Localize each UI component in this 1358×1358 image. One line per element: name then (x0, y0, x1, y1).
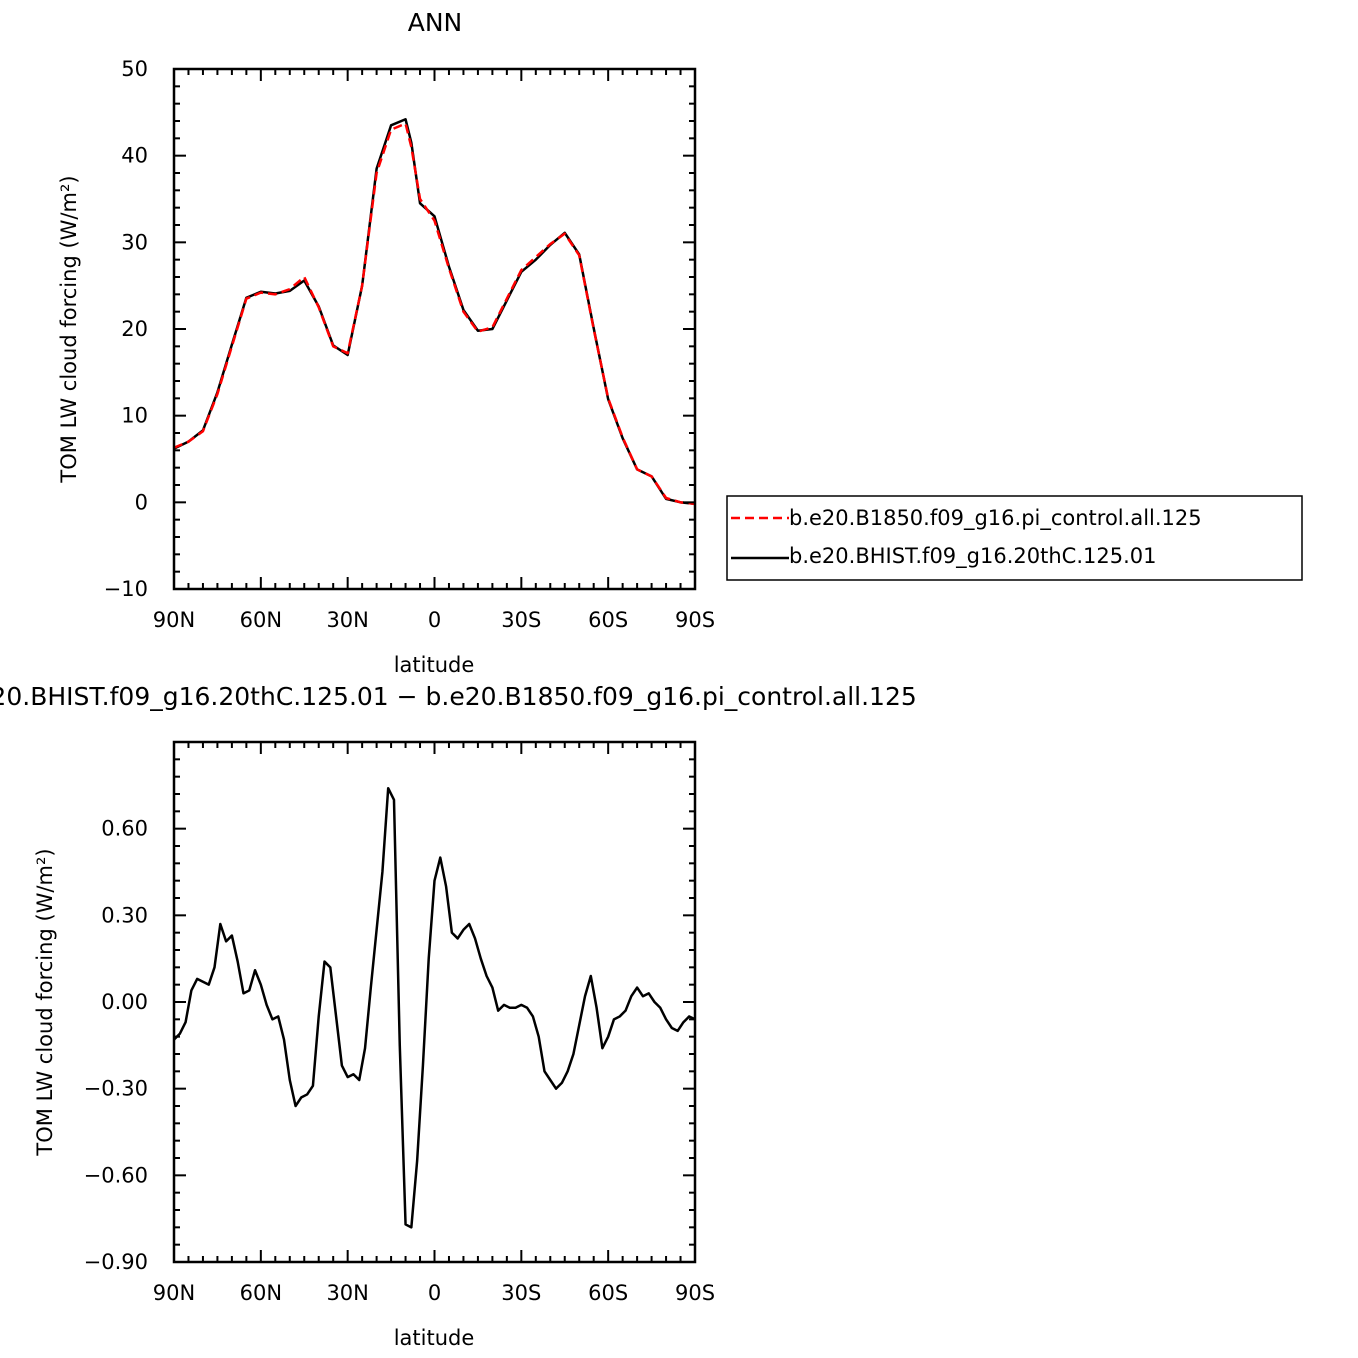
bottom-plot-frame (172, 740, 697, 1264)
top-ticks: 90N 60N 30N 0 30S 60S 90S −10 0 10 20 30 40 50 (104, 57, 715, 632)
legend: b.e20.B1850.f09_g16.pi_control.all.125 b… (726, 495, 1303, 581)
bottom-ytick-label: 0.30 (101, 903, 148, 927)
bottom-ytick-label: −0.30 (84, 1077, 148, 1101)
bottom-xtick-label: 90N (153, 1281, 195, 1305)
bottom-x-axis-label: latitude (394, 1326, 475, 1350)
bottom-xtick-label: 60S (588, 1281, 628, 1305)
top-ytick-label: −10 (104, 577, 148, 601)
top-y-axis-label: TOM LW cloud forcing (W/m²) (57, 175, 81, 483)
bottom-ytick-label: 0.60 (101, 817, 148, 841)
top-series-b-e20-b1850-f09-g16-pi-control-all-125 (174, 122, 695, 506)
top-xtick-label: 90S (675, 608, 715, 632)
bottom-series-line0 (174, 786, 695, 1229)
top-ytick-label: 40 (121, 144, 148, 168)
top-ytick-label: 10 (121, 404, 148, 428)
top-title: ANN (408, 8, 463, 37)
bottom-panel: b.e20.BHIST.f09_g16.20thC.125.01 − b.e20… (0, 682, 917, 1350)
bottom-y-axis-label: TOM LW cloud forcing (W/m²) (33, 848, 57, 1156)
bottom-xtick-label: 30N (326, 1281, 368, 1305)
legend-box (726, 495, 1303, 581)
bottom-data-lines (174, 786, 695, 1229)
top-xtick-label: 30S (501, 608, 541, 632)
top-xtick-label: 60S (588, 608, 628, 632)
bottom-ticks: 90N 60N 30N 0 30S 60S 90S −0.90 −0.60 −0.30 0.00 0.… (84, 741, 715, 1305)
bottom-ytick-label: 0.00 (101, 990, 148, 1014)
top-xtick-label: 30N (326, 608, 368, 632)
top-xtick-label: 0 (428, 608, 441, 632)
legend-label-hist: b.e20.BHIST.f09_g16.20thC.125.01 (789, 544, 1156, 569)
top-ytick-label: 0 (135, 490, 148, 514)
bottom-xtick-label: 0 (428, 1281, 441, 1305)
top-ytick-label: 50 (121, 57, 148, 81)
top-xtick-label: 60N (240, 608, 282, 632)
bottom-xtick-label: 30S (501, 1281, 541, 1305)
top-panel: ANN 90N 60N 30N 0 30S 60S 90S −10 0 10 20 30 40 50 la… (57, 8, 715, 677)
top-plot-frame (172, 67, 697, 591)
top-ytick-label: 20 (121, 317, 148, 341)
legend-label-pi-control: b.e20.B1850.f09_g16.pi_control.all.125 (789, 506, 1202, 531)
bottom-xtick-label: 90S (675, 1281, 715, 1305)
bottom-title: b.e20.BHIST.f09_g16.20thC.125.01 − b.e20… (0, 682, 917, 711)
top-ytick-label: 30 (121, 230, 148, 254)
bottom-ytick-label: −0.60 (84, 1163, 148, 1187)
top-series-b-e20-bhist-f09-g16-20thc-125-01 (174, 118, 695, 506)
bottom-ytick-label: −0.90 (84, 1250, 148, 1274)
bottom-xtick-label: 60N (240, 1281, 282, 1305)
top-data-lines (174, 118, 695, 506)
top-xtick-label: 90N (153, 608, 195, 632)
top-x-axis-label: latitude (394, 653, 475, 677)
